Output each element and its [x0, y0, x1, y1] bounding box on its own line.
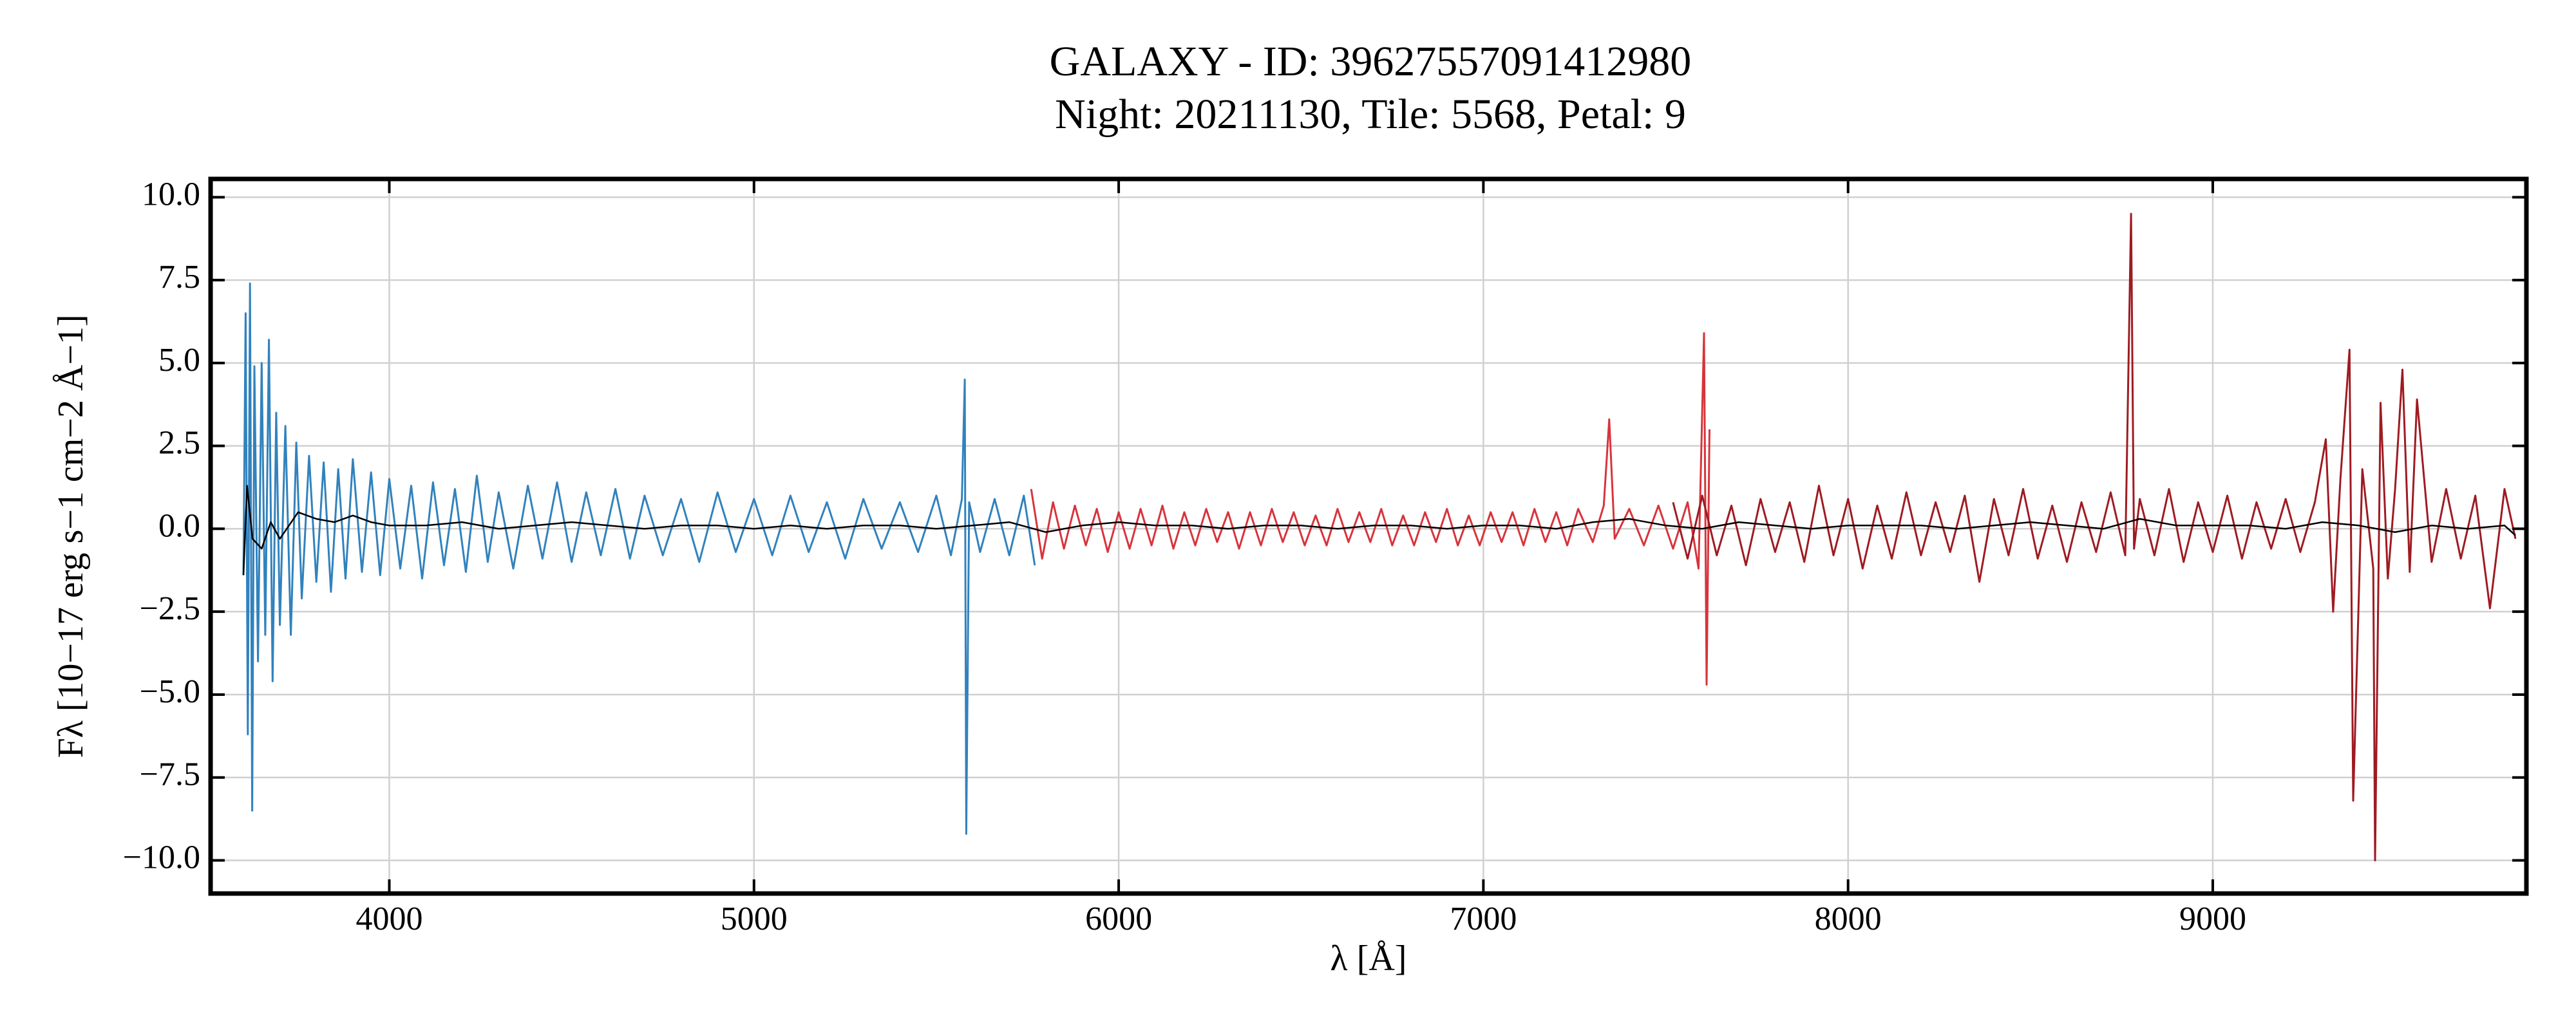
grid — [211, 179, 2526, 894]
chart-subtitle: Night: 20211130, Tile: 5568, Petal: 9 — [1055, 91, 1686, 138]
x-tick-label: 5000 — [721, 901, 788, 937]
spectrum-line — [242, 485, 2516, 576]
y-tick-label: −7.5 — [140, 756, 200, 793]
plot-area — [242, 212, 2517, 861]
x-axis-label: λ [Å] — [1331, 939, 1407, 979]
y-tick-label: −2.5 — [140, 590, 200, 627]
y-tick-label: 2.5 — [158, 425, 200, 462]
axes-frame — [208, 176, 2529, 896]
spectrum-line — [1672, 212, 2517, 861]
x-tick-label: 8000 — [1815, 901, 1882, 937]
ticks: 4000 5000 6000 7000 8000 9000 10.0 7.5 5.0 2.5 0.0… — [123, 176, 2526, 937]
y-tick-label: −5.0 — [140, 673, 200, 710]
x-tick-label: 4000 — [355, 901, 422, 937]
y-tick-label: 7.5 — [158, 259, 200, 295]
y-tick-label: −10.0 — [123, 839, 200, 876]
y-tick-label: 5.0 — [158, 342, 200, 379]
chart-title: GALAXY - ID: 39627557091412980 — [1050, 38, 1692, 85]
y-tick-label: 10.0 — [142, 176, 200, 212]
y-axis-label: Fλ [10−17 erg s−1 cm−2 Å−1] — [51, 314, 91, 758]
x-tick-label: 9000 — [2179, 901, 2246, 937]
x-tick-label: 6000 — [1085, 901, 1152, 937]
x-tick-label: 7000 — [1450, 901, 1517, 937]
y-tick-label: 0.0 — [158, 507, 200, 544]
